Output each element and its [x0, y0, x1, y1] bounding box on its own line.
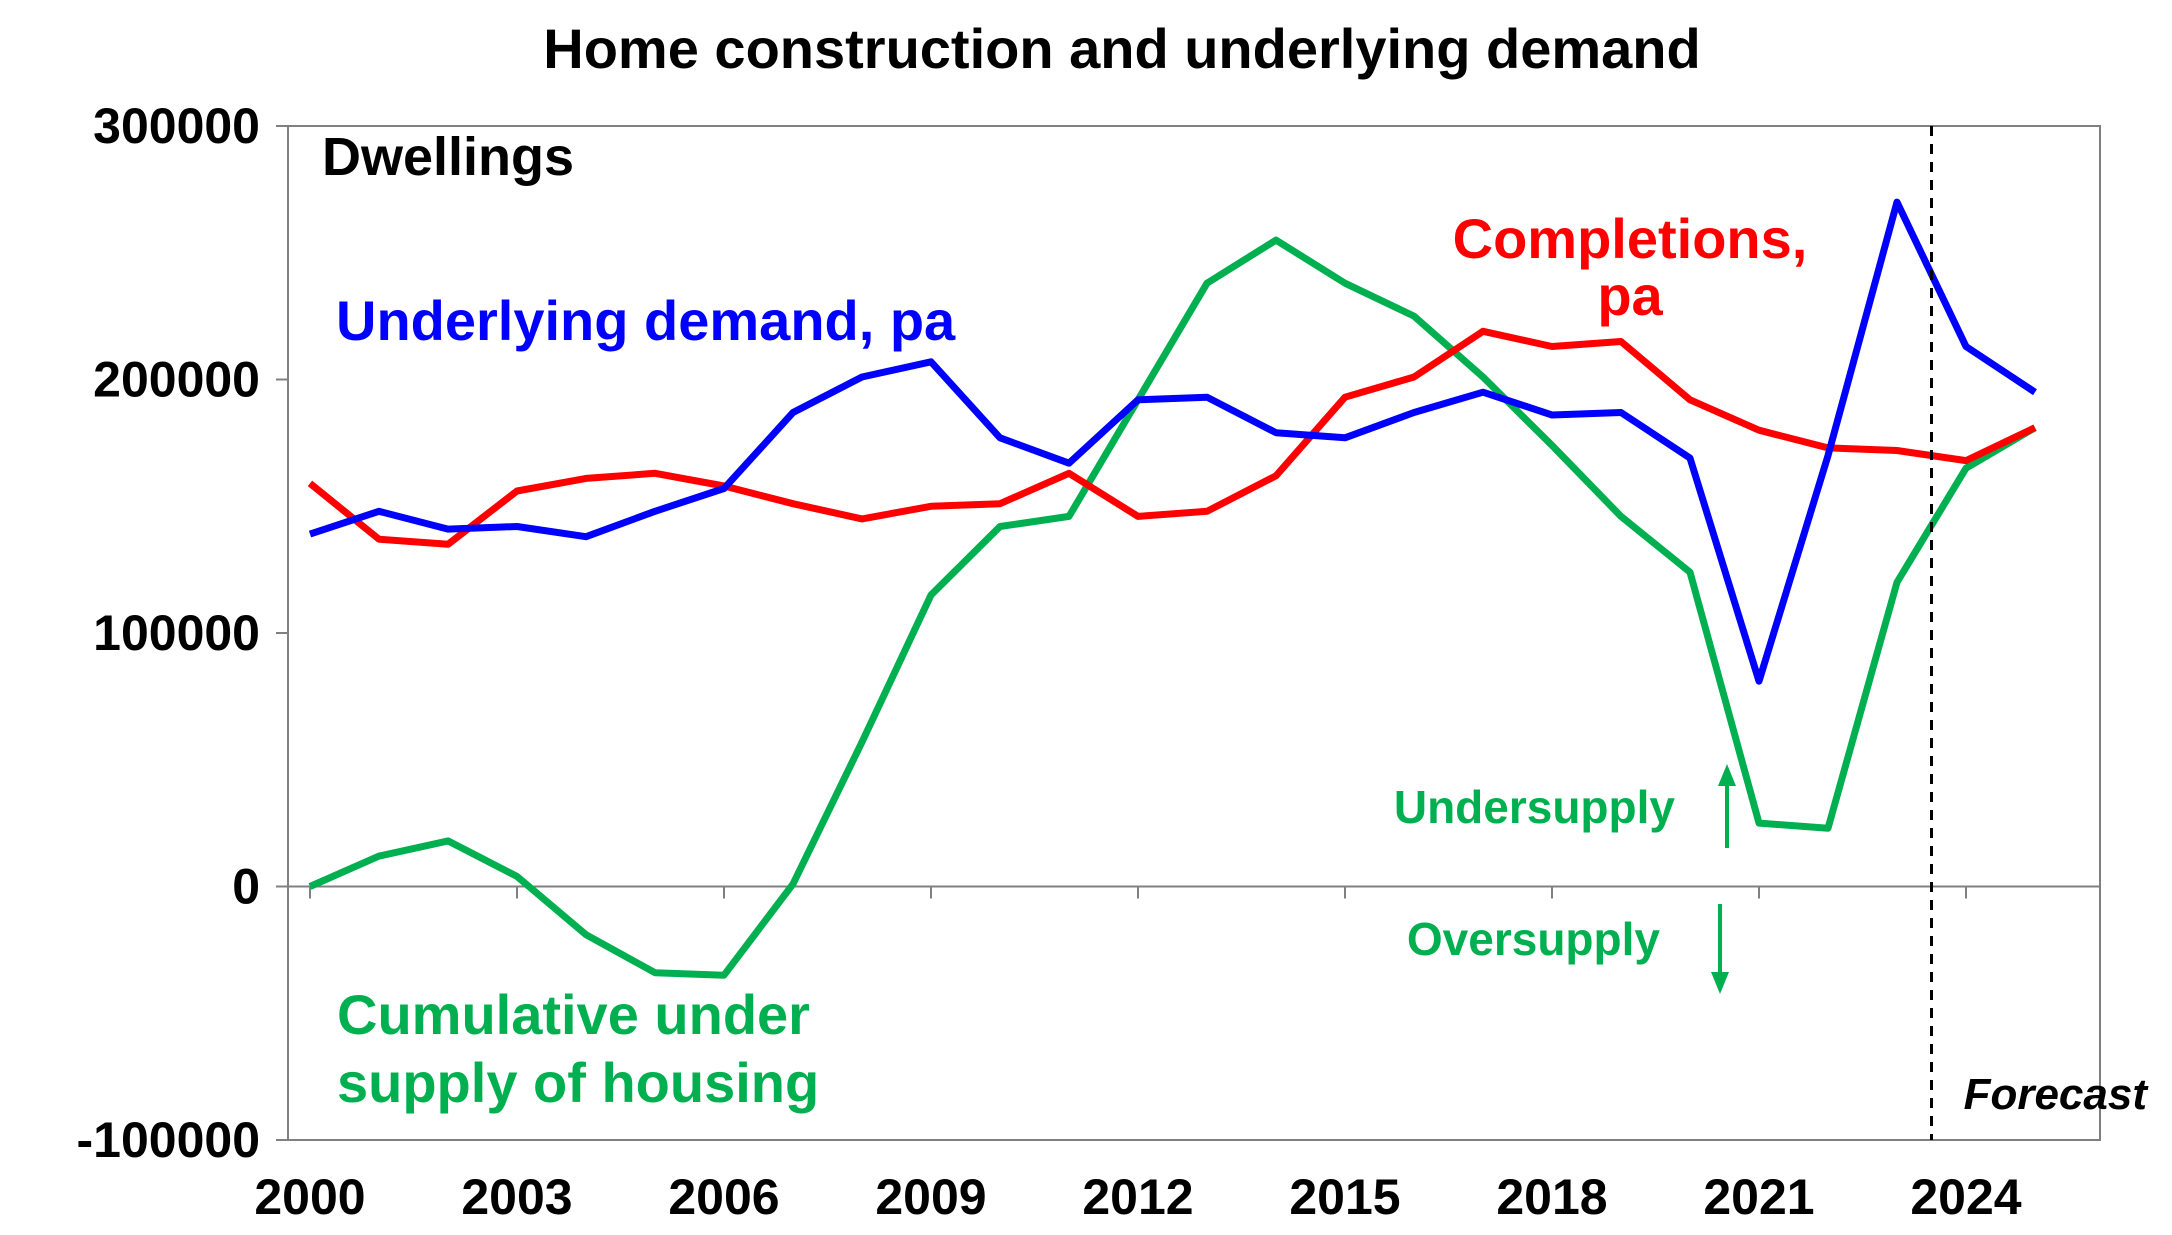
oversupply-arrow-icon: [1711, 904, 1729, 994]
oversupply-label: Oversupply: [1407, 913, 1661, 965]
x-tick-label: 2000: [254, 1169, 365, 1225]
series-line-underlying-demand-pa: [308, 198, 2037, 685]
x-tick-label: 2009: [875, 1169, 986, 1225]
x-tick-label: 2021: [1703, 1169, 1814, 1225]
series-label-underlying-demand: Underlying demand, pa: [336, 289, 956, 352]
y-unit-label: Dwellings: [322, 127, 574, 187]
x-tick-label: 2003: [461, 1169, 572, 1225]
y-tick-label: 0: [232, 859, 260, 915]
y-tick-label: -100000: [77, 1112, 261, 1168]
x-axis: 2000 2003 2006 2009 2012 2015 2018 2021 2024: [254, 885, 2100, 1225]
undersupply-label: Undersupply: [1394, 781, 1676, 833]
y-tick-label: 200000: [93, 352, 260, 408]
x-tick-label: 2018: [1496, 1169, 1607, 1225]
undersupply-arrow-icon: [1718, 764, 1736, 848]
series-label-cumulative-line1: Cumulative under: [337, 983, 810, 1046]
x-tick-label: 2015: [1289, 1169, 1400, 1225]
series-lines: [307, 198, 2037, 979]
x-tick-label: 2012: [1082, 1169, 1193, 1225]
chart-title: Home construction and underlying demand: [543, 17, 1700, 80]
y-tick-label: 300000: [93, 98, 260, 154]
series-line-completions-pa: [307, 327, 2037, 548]
y-axis: -100000 0 100000 200000 300000: [77, 98, 288, 1168]
x-tick-label: 2006: [668, 1169, 779, 1225]
series-label-cumulative-line2: supply of housing: [337, 1051, 819, 1114]
forecast-label: Forecast: [1964, 1070, 2150, 1119]
x-tick-label: 2024: [1910, 1169, 2021, 1225]
series-label-completions-line2: pa: [1597, 264, 1663, 327]
series-line-cumulative-under-supply-of-housing: [308, 236, 2037, 979]
y-tick-label: 100000: [93, 605, 260, 661]
series-label-completions-line1: Completions,: [1453, 207, 1808, 270]
